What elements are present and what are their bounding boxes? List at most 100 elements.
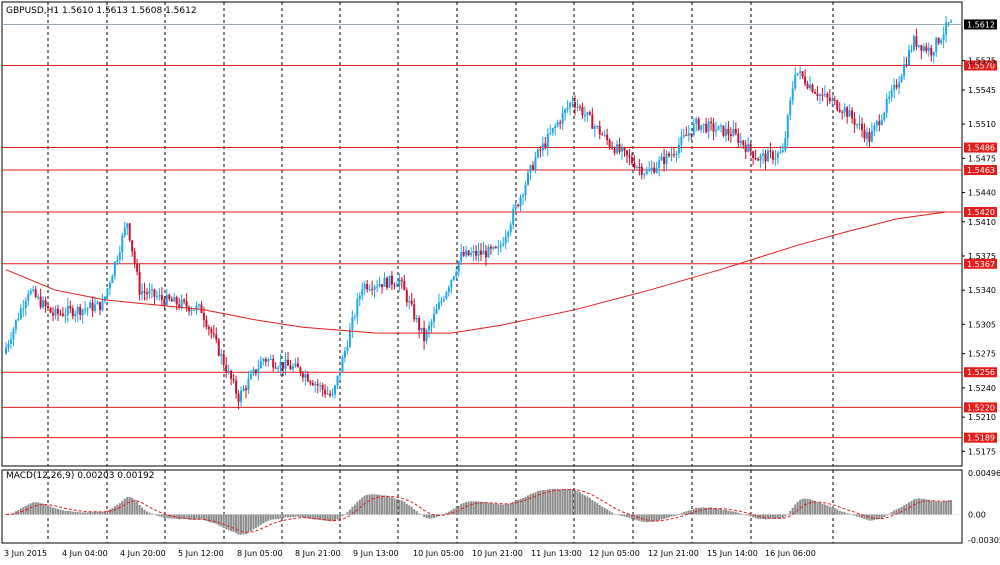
candle-body (66, 306, 69, 315)
levels-layer: 1.5570 1.5486 1.5463 1.5420 1.5367 1.5256 1.52… (2, 19, 997, 443)
candle-body (450, 279, 453, 288)
macd-bar (950, 500, 953, 515)
macd-bar (27, 504, 30, 515)
macd-bar (338, 514, 341, 519)
macd-bar (935, 501, 938, 515)
candle-body (442, 298, 445, 301)
macd-bar (165, 514, 168, 519)
macd-bar (106, 510, 109, 515)
candle-body (47, 306, 50, 308)
macd-bar (348, 509, 351, 515)
macd-bar (880, 514, 883, 519)
candle-body (668, 153, 671, 156)
macd-bar (66, 510, 69, 515)
candle-body (69, 306, 72, 309)
candle-body (329, 393, 332, 396)
macd-bar (306, 514, 309, 519)
x-tick-label: 12 Jun 21:00 (648, 549, 699, 558)
macd-bar (163, 514, 166, 519)
candle-body (165, 294, 168, 306)
macd-bar (912, 499, 915, 515)
x-tick-label: 11 Jun 13:00 (531, 549, 582, 558)
macd-bar (507, 504, 510, 515)
macd-bar (818, 502, 821, 515)
candle-body (5, 347, 7, 354)
candle-body (163, 299, 166, 306)
macd-bar (133, 499, 136, 515)
candle-body (215, 334, 218, 340)
macd-bar (336, 514, 339, 520)
candle-body (922, 46, 925, 51)
macd-bar (724, 510, 727, 515)
candle-body (153, 289, 156, 297)
macd-bar (101, 511, 104, 515)
candle-body (749, 143, 752, 152)
macd-bar (942, 501, 945, 515)
macd-bar (895, 509, 898, 515)
candle-body (259, 361, 262, 369)
candle-body (420, 327, 423, 331)
macd-bar (242, 514, 245, 535)
macd-bar (390, 497, 393, 515)
macd-bar (274, 514, 277, 520)
macd-bar (230, 514, 233, 532)
macd-bar (566, 489, 569, 515)
candle-body (900, 76, 903, 83)
candle-body (42, 300, 45, 308)
candle-body (715, 130, 718, 132)
macd-bar (240, 514, 243, 535)
macd-bar (796, 501, 799, 515)
macd-bar (294, 514, 297, 517)
candle-body (430, 321, 433, 326)
macd-bar (61, 510, 64, 515)
candle-body (801, 71, 804, 77)
candle-body (37, 296, 40, 298)
candle-body (462, 251, 465, 256)
macd-panel-frame (1, 469, 963, 544)
candle-body (717, 125, 720, 131)
candle-body (89, 302, 92, 309)
macd-bar (571, 489, 574, 515)
candle-body (101, 300, 104, 311)
candle-body (623, 147, 626, 151)
macd-bar (816, 502, 819, 515)
macd-bar (5, 514, 7, 515)
macd-bar (363, 495, 366, 515)
macd-bar (440, 514, 443, 515)
macd-bar (232, 514, 235, 532)
macd-bar (450, 510, 453, 515)
candle-body (621, 147, 624, 152)
candle-body (141, 291, 144, 295)
macd-bar (873, 514, 876, 521)
macd-bar (131, 497, 134, 515)
macd-bar (564, 489, 567, 515)
macd-bar (598, 504, 601, 515)
macd-bar (49, 506, 52, 515)
macd-bar (769, 514, 772, 519)
macd-bar (771, 514, 774, 519)
candle-body (472, 250, 475, 254)
candle-body (660, 156, 663, 161)
macd-bar (806, 499, 809, 515)
candle-body (477, 250, 480, 256)
candle-body (44, 300, 47, 307)
candle-body (838, 110, 841, 112)
candle-body (628, 155, 631, 158)
macd-bar (299, 514, 302, 518)
macd-bar (44, 504, 47, 515)
macd-bar (366, 494, 369, 515)
macd-bar (113, 506, 116, 515)
candle-body (403, 280, 406, 291)
macd-bar (569, 489, 572, 515)
candle-body (197, 304, 200, 306)
macd-bar (546, 489, 549, 515)
candle-body (752, 151, 755, 159)
macd-bar (331, 514, 334, 522)
candle-body (217, 339, 220, 356)
macd-bar (502, 504, 505, 515)
candle-body (771, 151, 774, 160)
candle-body (776, 152, 779, 158)
macd-bar (653, 514, 656, 522)
macd-bar (692, 508, 695, 515)
candle-body (274, 367, 277, 369)
